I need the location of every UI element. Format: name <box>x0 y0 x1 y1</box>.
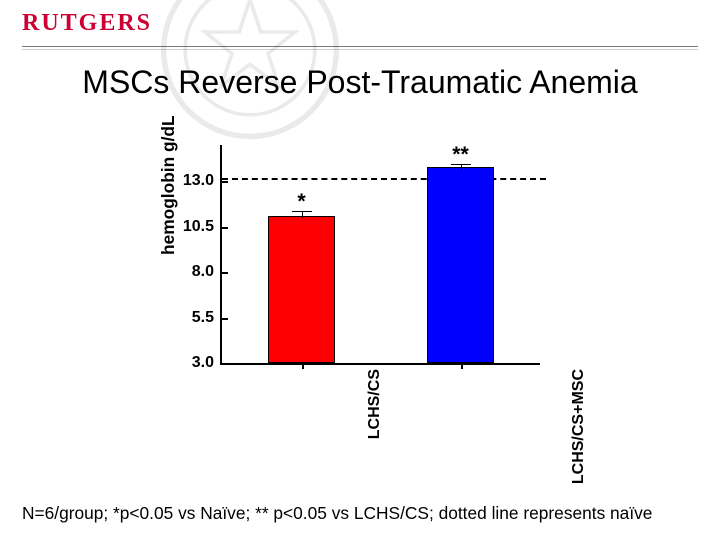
plot-area: 3.05.58.010.513.0LCHS/CSLCHS/CS+MSC*** <box>220 145 540 365</box>
y-tick: 3.0 <box>192 354 222 372</box>
y-tick: 8.0 <box>192 263 222 281</box>
x-tick <box>461 363 463 369</box>
divider-top <box>22 46 698 47</box>
naive-reference-line <box>222 178 546 180</box>
bar-lchs-cs <box>268 216 335 363</box>
y-tick: 5.5 <box>192 309 222 327</box>
y-tick: 13.0 <box>183 172 222 190</box>
hemoglobin-bar-chart: hemoglobin g/dL 3.05.58.010.513.0LCHS/CS… <box>150 125 570 455</box>
significance-marker: ** <box>446 142 476 167</box>
page-title: MSCs Reverse Post-Traumatic Anemia <box>0 64 720 101</box>
footnote-text: N=6/group; *p<0.05 vs Naïve; ** p<0.05 v… <box>22 503 652 524</box>
y-tick: 10.5 <box>183 218 222 236</box>
x-tick <box>302 363 304 369</box>
divider-bottom <box>22 49 698 50</box>
brand-logo: RUTGERS <box>22 10 152 36</box>
y-axis-label: hemoglobin g/dL <box>158 115 179 255</box>
x-tick-label: LCHS/CS+MSC <box>570 369 588 484</box>
significance-marker: * <box>287 189 317 214</box>
x-tick-label: LCHS/CS <box>366 369 384 439</box>
bar-lchs-cs-msc <box>427 167 494 363</box>
